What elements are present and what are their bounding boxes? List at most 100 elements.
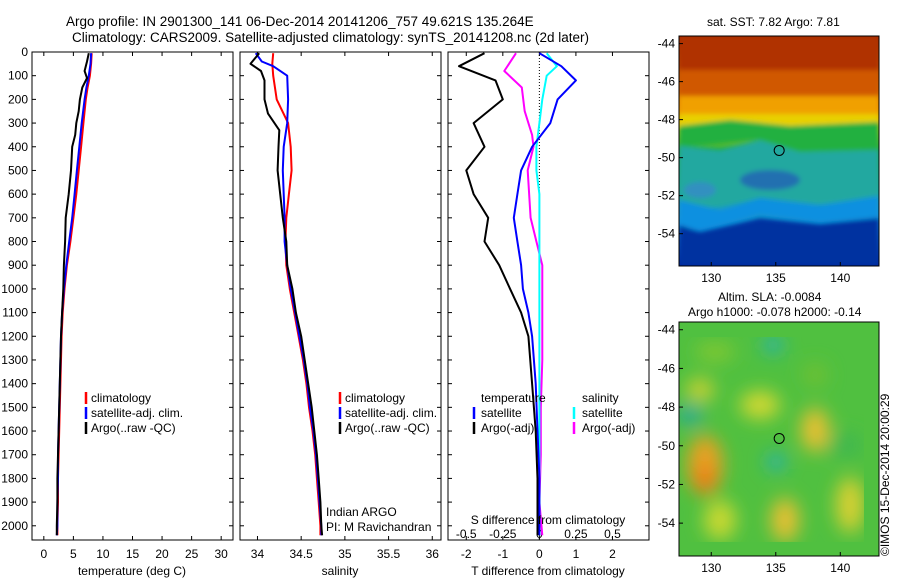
difference-xlabel-top: S difference from climatology: [471, 513, 626, 527]
difference-xtick-label: 1: [573, 547, 580, 561]
temperature-ytick-label: 1900: [1, 495, 28, 509]
map-ytick-label: -52: [658, 189, 676, 203]
map-ytick-label: -54: [658, 516, 676, 530]
legend-label-climatology: climatology: [345, 391, 405, 405]
salinity-xtick-label: 34.5: [289, 547, 313, 561]
temperature-ytick-label: 200: [8, 92, 28, 106]
map-xtick-label: 130: [701, 561, 721, 575]
temperature-xtick-label: 5: [70, 547, 77, 561]
map-ytick-label: -46: [658, 361, 676, 375]
temperature-ytick-label: 600: [8, 187, 28, 201]
argo-info-line2: PI: M Ravichandran: [326, 520, 431, 534]
argo-position-marker: [773, 144, 785, 156]
legend-label-s-satellite: satellite: [582, 406, 623, 420]
temperature-ytick-label: 1700: [1, 448, 28, 462]
temperature-xtick-label: 20: [155, 547, 169, 561]
temperature-ytick-label: 700: [8, 211, 28, 225]
legend-label-t-argo: Argo(-adj): [481, 421, 534, 435]
map-ytick-label: -52: [658, 477, 676, 491]
sla-map-title-line2: Argo h1000: -0.078 h2000: -0.14: [688, 305, 862, 319]
salinity-ticks: 34 34.5 35 35.5 36: [240, 51, 441, 561]
sst-map-panel: sat. SST: 7.82 Argo: 7.81: [658, 15, 880, 285]
temperature-xtick-label: 25: [185, 547, 199, 561]
temperature-xlabel: temperature (deg C): [78, 564, 186, 578]
salinity-panel: 34 34.5 35 35.5 36 salinity climatology sate…: [239, 51, 442, 578]
temperature-ytick-label: 1100: [2, 306, 28, 320]
temperature-xtick-label: 30: [214, 547, 228, 561]
map-ytick-label: -44: [658, 37, 676, 51]
map-ytick-label: -50: [658, 439, 676, 453]
series-line-s-argo-adj: [503, 52, 544, 536]
difference-salinity-tick-label: 0.5: [604, 527, 621, 541]
temperature-ytick-label: 300: [8, 116, 28, 130]
map-ytick-label: -50: [658, 151, 676, 165]
figure-title-line2: Climatology: CARS2009. Satellite-adjuste…: [72, 30, 589, 45]
temperature-ytick-label: 1600: [1, 424, 28, 438]
series-line-climatology: [271, 53, 322, 536]
series-line-argo-raw-qc: [249, 52, 324, 536]
legend-label-s-argo: Argo(-adj): [582, 421, 635, 435]
difference-xtick-label: 2: [609, 547, 616, 561]
credit-timestamp: ©IMOS 15-Dec-2014 20:00:29: [878, 393, 892, 556]
difference-xtick-label: -2: [461, 547, 472, 561]
temperature-xtick-label: 0: [40, 547, 47, 561]
temperature-ytick-label: 1300: [1, 353, 28, 367]
temperature-ytick-label: 100: [8, 69, 28, 83]
series-line-t-argo-adj: [458, 52, 539, 536]
sst-map-frame: [678, 35, 880, 267]
difference-legend: temperature satellite Argo(-adj) salinit…: [472, 391, 635, 435]
series-line-argo-raw-qc: [55, 52, 90, 536]
map-xtick-label: 135: [766, 271, 786, 285]
difference-salinity-tick-label: -0.25: [489, 527, 517, 541]
map-ytick-label: -48: [658, 113, 676, 127]
salinity-xlabel: salinity: [322, 564, 359, 578]
temperature-ytick-label: 1500: [1, 400, 28, 414]
salinity-xtick-label: 35: [338, 547, 352, 561]
temperature-panel: 0100200300400500600700800900100011001200…: [1, 45, 234, 578]
temperature-ytick-label: 1000: [1, 282, 28, 296]
map-ytick-label: -54: [658, 227, 676, 241]
temperature-ytick-label: 400: [8, 140, 28, 154]
salinity-axes-frame: [239, 51, 442, 541]
temperature-ytick-label: 500: [8, 163, 28, 177]
sst-map-ticks: 130 135 140 -44 -46 -48 -50 -52 -54: [658, 37, 851, 285]
temperature-ytick-label: 1200: [1, 329, 28, 343]
legend-title-salinity: salinity: [582, 391, 619, 405]
legend-label-satellite: satellite-adj. clim.: [345, 406, 437, 420]
temperature-ytick-label: 800: [8, 235, 28, 249]
series-line-satellite-adj-clim: [55, 53, 93, 536]
map-xtick-label: 140: [830, 561, 850, 575]
difference-salinity-tick-label: 0.25: [564, 527, 588, 541]
difference-xlabel-bottom: T difference from climatology: [471, 564, 625, 578]
legend-label-argo: Argo(..raw -QC): [91, 421, 176, 435]
map-ytick-label: -44: [658, 323, 676, 337]
salinity-xtick-label: 35.5: [377, 547, 401, 561]
salinity-series: [249, 52, 324, 536]
map-xtick-label: 135: [766, 561, 786, 575]
legend-label-argo: Argo(..raw -QC): [345, 421, 430, 435]
temperature-ytick-label: 1800: [1, 471, 28, 485]
sla-map-panel: Altim. SLA: -0.0084 Argo h1000: -0.078 h…: [658, 290, 892, 575]
sla-map-frame: [678, 321, 880, 557]
sla-map-image: [679, 322, 879, 556]
argo-info-line1: Indian ARGO: [326, 505, 397, 519]
sst-map-image: [679, 36, 879, 266]
difference-axes-frame: [447, 51, 650, 541]
temperature-ytick-label: 900: [8, 258, 28, 272]
temperature-ytick-label: 2000: [1, 519, 28, 533]
difference-panel: -2 -1 0 1 2-0.5 -0.25 0 0.25 0.5 T difference fr…: [447, 51, 650, 578]
temperature-legend: climatology satellite-adj. clim. Argo(..…: [84, 391, 183, 435]
difference-series: [458, 52, 577, 536]
temperature-series: [55, 52, 93, 536]
legend-label-climatology: climatology: [91, 391, 151, 405]
series-line-t-satellite: [512, 52, 577, 536]
temperature-ytick-label: 0: [21, 45, 28, 59]
legend-title-temperature: temperature: [481, 391, 546, 405]
map-xtick-label: 130: [701, 271, 721, 285]
salinity-xtick-label: 34: [251, 547, 265, 561]
temperature-xtick-label: 10: [96, 547, 110, 561]
argo-position-marker: [773, 432, 785, 444]
legend-label-satellite: satellite-adj. clim.: [91, 406, 183, 420]
sla-map-title-line1: Altim. SLA: -0.0084: [718, 290, 822, 304]
